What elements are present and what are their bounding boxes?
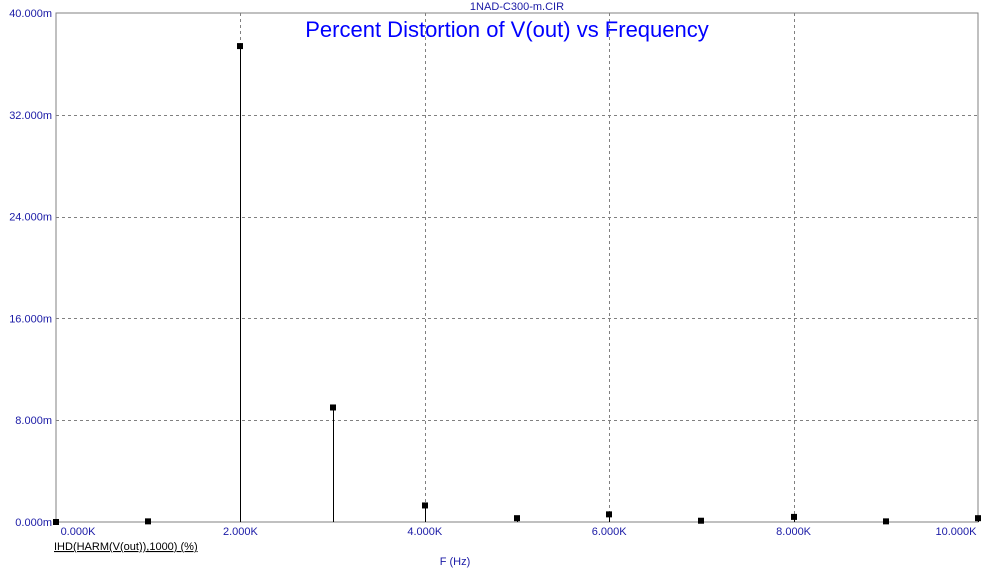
data-point-marker xyxy=(698,517,704,524)
data-point-marker xyxy=(330,404,336,411)
series-label[interactable]: IHD(HARM(V(out)),1000) (%) xyxy=(54,541,198,553)
data-point-marker xyxy=(791,513,797,520)
x-tick-labels: 0.000K 2.000K 4.000K 6.000K 8.000K 10.000K xyxy=(61,526,978,538)
y-tick-label: 0.000m xyxy=(15,517,52,529)
data-point-marker xyxy=(883,518,889,525)
x-tick-label: 10.000K xyxy=(936,526,978,538)
data-point-marker xyxy=(237,43,243,50)
x-tick-label: 0.000K xyxy=(61,526,97,538)
grid-layer xyxy=(56,13,978,522)
y-tick-label: 16.000m xyxy=(9,313,52,325)
x-tick-label: 8.000K xyxy=(776,526,812,538)
x-tick-label: 2.000K xyxy=(223,526,259,538)
data-point-marker xyxy=(606,511,612,518)
x-tick-label: 6.000K xyxy=(592,526,628,538)
data-point-marker xyxy=(422,502,428,509)
data-point-marker xyxy=(514,515,520,522)
x-axis-label: F (Hz) xyxy=(440,556,471,568)
data-point-marker xyxy=(53,519,59,525)
x-tick-label: 4.000K xyxy=(407,526,443,538)
chart-title: Percent Distortion of V(out) vs Frequenc… xyxy=(305,17,709,42)
data-point-marker xyxy=(975,515,981,522)
data-point-marker xyxy=(145,518,151,525)
plot-border xyxy=(55,12,979,523)
y-tick-label: 40.000m xyxy=(9,8,52,20)
y-tick-label: 8.000m xyxy=(15,415,52,427)
y-tick-label: 24.000m xyxy=(9,212,52,224)
file-name-label: 1NAD-C300-m.CIR xyxy=(470,1,564,13)
y-tick-label: 32.000m xyxy=(9,110,52,122)
stem-layer xyxy=(53,43,981,525)
y-tick-labels: 0.000m 8.000m 16.000m 24.000m 32.000m 40.000m xyxy=(9,8,52,529)
